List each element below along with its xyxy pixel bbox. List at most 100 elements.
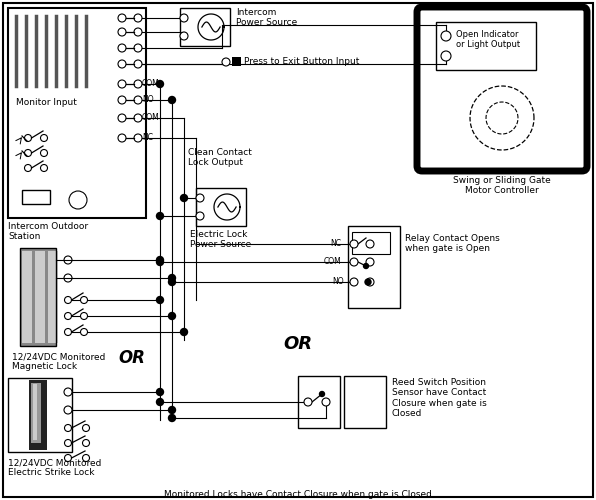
Text: Monitor Input: Monitor Input <box>16 98 77 107</box>
Bar <box>35 251 45 343</box>
Circle shape <box>157 212 163 220</box>
Circle shape <box>322 398 330 406</box>
Circle shape <box>169 274 175 281</box>
Circle shape <box>441 51 451 61</box>
Bar <box>344 376 386 428</box>
Circle shape <box>64 454 72 462</box>
Circle shape <box>118 60 126 68</box>
Text: COM: COM <box>324 258 342 266</box>
Circle shape <box>180 32 188 40</box>
Bar <box>22 190 50 204</box>
Circle shape <box>41 150 48 156</box>
Text: Clean Contact
Lock Output: Clean Contact Lock Output <box>188 148 252 168</box>
Circle shape <box>82 424 89 432</box>
Circle shape <box>134 114 142 122</box>
Circle shape <box>180 14 188 22</box>
Circle shape <box>350 240 358 248</box>
Circle shape <box>118 14 126 22</box>
Bar <box>33 384 37 440</box>
Circle shape <box>80 328 88 336</box>
Text: Open Indicator
or Light Output: Open Indicator or Light Output <box>456 30 520 50</box>
Bar <box>29 380 47 450</box>
Text: Electric Lock
Power Source: Electric Lock Power Source <box>190 230 252 250</box>
Circle shape <box>157 388 163 396</box>
Circle shape <box>366 240 374 248</box>
Circle shape <box>64 312 72 320</box>
Circle shape <box>24 150 32 156</box>
Circle shape <box>134 60 142 68</box>
Circle shape <box>24 134 32 141</box>
Circle shape <box>157 296 163 304</box>
Circle shape <box>118 114 126 122</box>
Bar <box>20 248 56 346</box>
Circle shape <box>134 28 142 36</box>
Circle shape <box>64 296 72 304</box>
Bar <box>348 226 400 308</box>
Circle shape <box>80 312 88 320</box>
Circle shape <box>24 164 32 172</box>
Circle shape <box>118 28 126 36</box>
Text: NC: NC <box>142 134 153 142</box>
Circle shape <box>366 278 374 286</box>
Circle shape <box>181 328 188 336</box>
Circle shape <box>319 392 324 396</box>
Circle shape <box>157 398 163 406</box>
Text: Intercom Outdoor
Station: Intercom Outdoor Station <box>8 222 88 242</box>
Bar <box>48 251 58 343</box>
Circle shape <box>80 296 88 304</box>
Bar <box>232 57 241 66</box>
Text: Monitored Locks have Contact Closure when gate is Closed: Monitored Locks have Contact Closure whe… <box>164 490 432 499</box>
Circle shape <box>118 134 126 142</box>
Circle shape <box>82 454 89 462</box>
Circle shape <box>366 258 374 266</box>
Circle shape <box>64 274 72 282</box>
Text: 12/24VDC Monitored
Electric Strike Lock: 12/24VDC Monitored Electric Strike Lock <box>8 458 101 477</box>
Circle shape <box>134 96 142 104</box>
Circle shape <box>169 278 175 285</box>
Circle shape <box>82 440 89 446</box>
Text: OR: OR <box>119 349 145 367</box>
Text: Relay Contact Opens
when gate is Open: Relay Contact Opens when gate is Open <box>405 234 500 254</box>
Text: NC: NC <box>330 240 341 248</box>
Text: OR: OR <box>284 335 312 353</box>
Circle shape <box>365 279 371 285</box>
Circle shape <box>118 96 126 104</box>
Circle shape <box>118 44 126 52</box>
Bar <box>20 248 56 346</box>
Circle shape <box>169 96 175 103</box>
Text: COM: COM <box>142 80 160 88</box>
Circle shape <box>364 264 368 268</box>
Text: 12/24VDC Monitored
Magnetic Lock: 12/24VDC Monitored Magnetic Lock <box>12 352 105 372</box>
Circle shape <box>196 212 204 220</box>
Circle shape <box>41 164 48 172</box>
Bar <box>8 8 146 218</box>
Circle shape <box>196 194 204 202</box>
Circle shape <box>64 440 72 446</box>
Text: COM: COM <box>142 114 160 122</box>
Circle shape <box>118 80 126 88</box>
Circle shape <box>304 398 312 406</box>
Bar <box>22 251 32 343</box>
Circle shape <box>69 191 87 209</box>
Circle shape <box>157 80 163 87</box>
Circle shape <box>64 424 72 432</box>
Bar <box>436 22 536 70</box>
Circle shape <box>169 406 175 414</box>
Bar <box>180 8 230 46</box>
Circle shape <box>222 58 230 66</box>
Circle shape <box>169 312 175 320</box>
Circle shape <box>134 134 142 142</box>
Circle shape <box>64 256 72 264</box>
Circle shape <box>157 258 163 266</box>
Bar <box>8 378 72 452</box>
Circle shape <box>134 44 142 52</box>
Circle shape <box>134 14 142 22</box>
Circle shape <box>441 31 451 41</box>
FancyBboxPatch shape <box>417 7 587 171</box>
Circle shape <box>134 80 142 88</box>
Circle shape <box>157 256 163 264</box>
Text: Press to Exit Button Input: Press to Exit Button Input <box>244 58 359 66</box>
Text: Swing or Sliding Gate
Motor Controller: Swing or Sliding Gate Motor Controller <box>453 176 551 196</box>
Circle shape <box>350 258 358 266</box>
Bar <box>298 376 340 428</box>
